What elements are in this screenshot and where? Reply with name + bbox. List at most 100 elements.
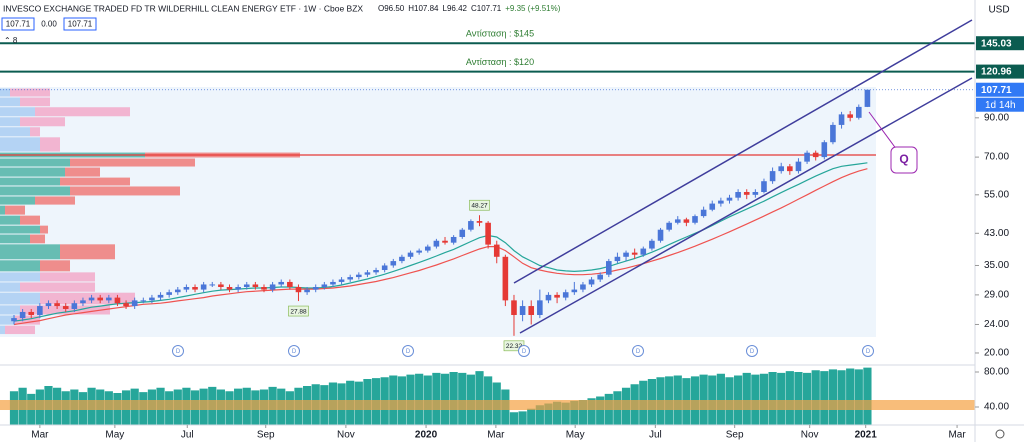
- candle-body: [390, 261, 397, 266]
- candle-body: [692, 216, 698, 223]
- candle-body: [761, 181, 767, 192]
- candle-body: [19, 311, 26, 319]
- price-line-tag: [976, 36, 1024, 51]
- profile-down: [15, 315, 40, 325]
- y-tick-label: 43.00: [984, 228, 1009, 239]
- candle-body: [502, 256, 509, 301]
- candle-body: [287, 281, 293, 287]
- indicator-toggle[interactable]: ⌃ 8: [4, 36, 18, 45]
- candle-body: [606, 261, 612, 275]
- volume-bar: [837, 370, 846, 425]
- profile-up: [0, 305, 20, 315]
- candle-body: [252, 284, 259, 287]
- x-tick-label: Mar: [487, 430, 505, 441]
- dividend-letter: D: [522, 349, 527, 355]
- dividend-letter: D: [292, 349, 297, 355]
- candle-body: [278, 281, 285, 285]
- profile-down: [60, 244, 115, 260]
- candle-body: [631, 252, 638, 255]
- candle-body: [416, 250, 422, 253]
- candle-body: [106, 297, 112, 301]
- dividend-icon[interactable]: [518, 345, 530, 357]
- price-line-tag: [976, 64, 1024, 79]
- profile-down: [20, 97, 50, 107]
- quote-box[interactable]: [1, 17, 35, 31]
- quote-box[interactable]: [37, 17, 61, 31]
- dividend-letter: D: [750, 349, 755, 355]
- profile-up: [0, 244, 60, 260]
- profile-up: [0, 205, 5, 215]
- profile-down: [65, 167, 100, 177]
- candle-body: [709, 203, 716, 210]
- y2-tick-label: 80.00: [984, 367, 1009, 378]
- candle-body: [131, 300, 138, 307]
- profile-down: [5, 325, 35, 335]
- y-tick-label: 20.00: [984, 348, 1009, 359]
- profile-up: [0, 315, 15, 325]
- profile-up: [0, 137, 40, 152]
- candle-body: [312, 286, 319, 290]
- candle-body: [71, 303, 78, 309]
- profile-up: [0, 88, 10, 97]
- profile-up: [0, 325, 5, 335]
- volume-bar: [415, 373, 424, 425]
- price-line-tag-label: 145.03: [981, 38, 1012, 49]
- candle-body: [433, 240, 440, 247]
- candle-body: [769, 171, 776, 182]
- channel-upper[interactable]: [513, 19, 973, 284]
- channel-lower[interactable]: [519, 77, 973, 334]
- candle-body: [80, 300, 86, 304]
- candle-body: [140, 300, 147, 302]
- x-tick-label: Jul: [649, 430, 662, 441]
- dividend-icon[interactable]: [402, 345, 414, 357]
- dividend-icon[interactable]: [862, 345, 874, 357]
- profile-up: [0, 292, 40, 305]
- profile-down: [20, 305, 110, 315]
- dividend-icon[interactable]: [746, 345, 758, 357]
- last-price-label: 107.71: [981, 85, 1012, 96]
- profile-down: [40, 225, 48, 234]
- profile-up: [0, 215, 20, 225]
- ohlc-value: L96.42: [443, 4, 468, 13]
- x-tick-label: Nov: [337, 430, 355, 441]
- candle-body: [174, 289, 181, 293]
- dividend-letter: D: [406, 349, 411, 355]
- candle-body: [476, 221, 483, 223]
- candle-body: [123, 303, 129, 307]
- y-tick-label: 55.00: [984, 189, 1009, 200]
- candle-body: [795, 161, 802, 172]
- candle-body: [752, 191, 759, 195]
- candle-body: [356, 274, 362, 278]
- volume-bar: [527, 408, 536, 425]
- ohlc-value: C107.71: [471, 4, 502, 13]
- callout-box[interactable]: [890, 146, 918, 174]
- dividend-icon[interactable]: [288, 345, 300, 357]
- x-tick-label: Sep: [726, 430, 744, 441]
- volume-bar: [811, 370, 820, 425]
- candle-body: [37, 306, 43, 315]
- x-tick-label: 2020: [415, 430, 438, 441]
- settings-icon[interactable]: [995, 429, 1005, 439]
- dividend-icon[interactable]: [172, 345, 184, 357]
- candle-body: [218, 284, 224, 287]
- volume-bar: [509, 412, 519, 425]
- resistance-annotation: Αντίσταση : $145: [466, 29, 534, 39]
- candle-body: [114, 297, 121, 304]
- candle-body: [407, 252, 414, 257]
- volume-bar: [785, 371, 794, 425]
- candle-body: [838, 114, 845, 125]
- candle-body: [399, 256, 405, 262]
- candle-body: [537, 300, 543, 315]
- y-tick-label: 35.00: [984, 260, 1009, 271]
- candle-body: [330, 281, 336, 285]
- dividend-icon[interactable]: [632, 345, 644, 357]
- profile-down: [10, 88, 50, 97]
- profile-up: [0, 167, 65, 177]
- candle-body: [304, 289, 310, 293]
- profile-up: [0, 234, 30, 244]
- volume-bar: [742, 372, 751, 425]
- currency[interactable]: USD: [988, 5, 1009, 16]
- volume-bar: [751, 374, 760, 425]
- quote-box[interactable]: [63, 17, 97, 31]
